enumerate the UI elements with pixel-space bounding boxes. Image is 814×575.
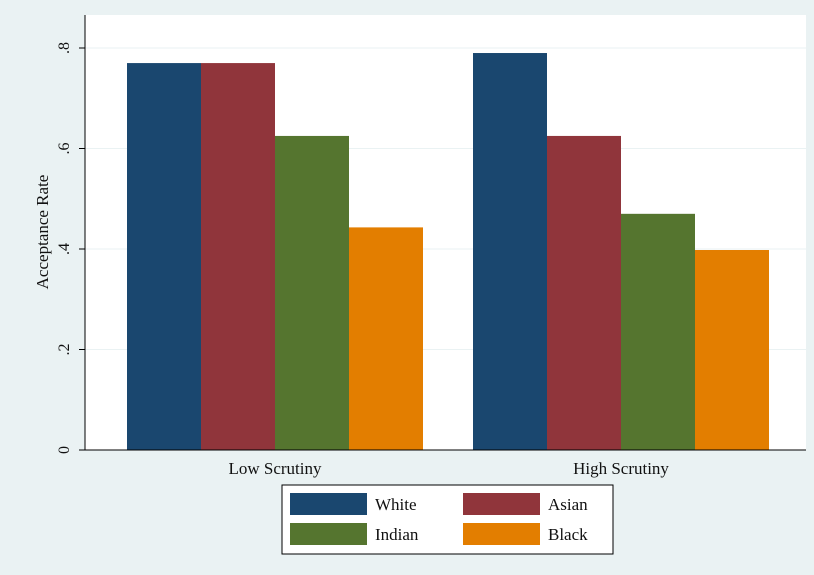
bar	[349, 227, 423, 450]
y-axis-title: Acceptance Rate	[33, 175, 52, 290]
legend-label: Indian	[375, 525, 419, 544]
bars	[127, 53, 769, 451]
bar	[473, 53, 547, 451]
y-tick-label: .4	[56, 243, 73, 255]
legend-label: Black	[548, 525, 588, 544]
legend-label: Asian	[548, 495, 588, 514]
legend-swatch	[463, 523, 540, 545]
bar	[547, 135, 621, 450]
bar	[695, 250, 769, 450]
bar	[201, 63, 275, 450]
legend-label: White	[375, 495, 417, 514]
legend-swatch	[290, 493, 367, 515]
category-label: Low Scrutiny	[228, 459, 322, 478]
legend-swatch	[463, 493, 540, 515]
y-tick-label: .6	[56, 143, 73, 155]
y-tick-label: 0	[56, 446, 73, 454]
category-labels: Low Scrutiny High Scrutiny	[228, 459, 669, 478]
legend-swatch	[290, 523, 367, 545]
legend: White Asian Indian Black	[281, 484, 614, 555]
bar	[621, 213, 695, 450]
bar	[127, 63, 201, 450]
bar	[275, 135, 349, 450]
category-label: High Scrutiny	[573, 459, 669, 478]
y-tick-label: .8	[56, 42, 73, 54]
axes: 0 .2 .4 .6 .8	[56, 15, 806, 454]
y-tick-label: .2	[56, 344, 73, 356]
